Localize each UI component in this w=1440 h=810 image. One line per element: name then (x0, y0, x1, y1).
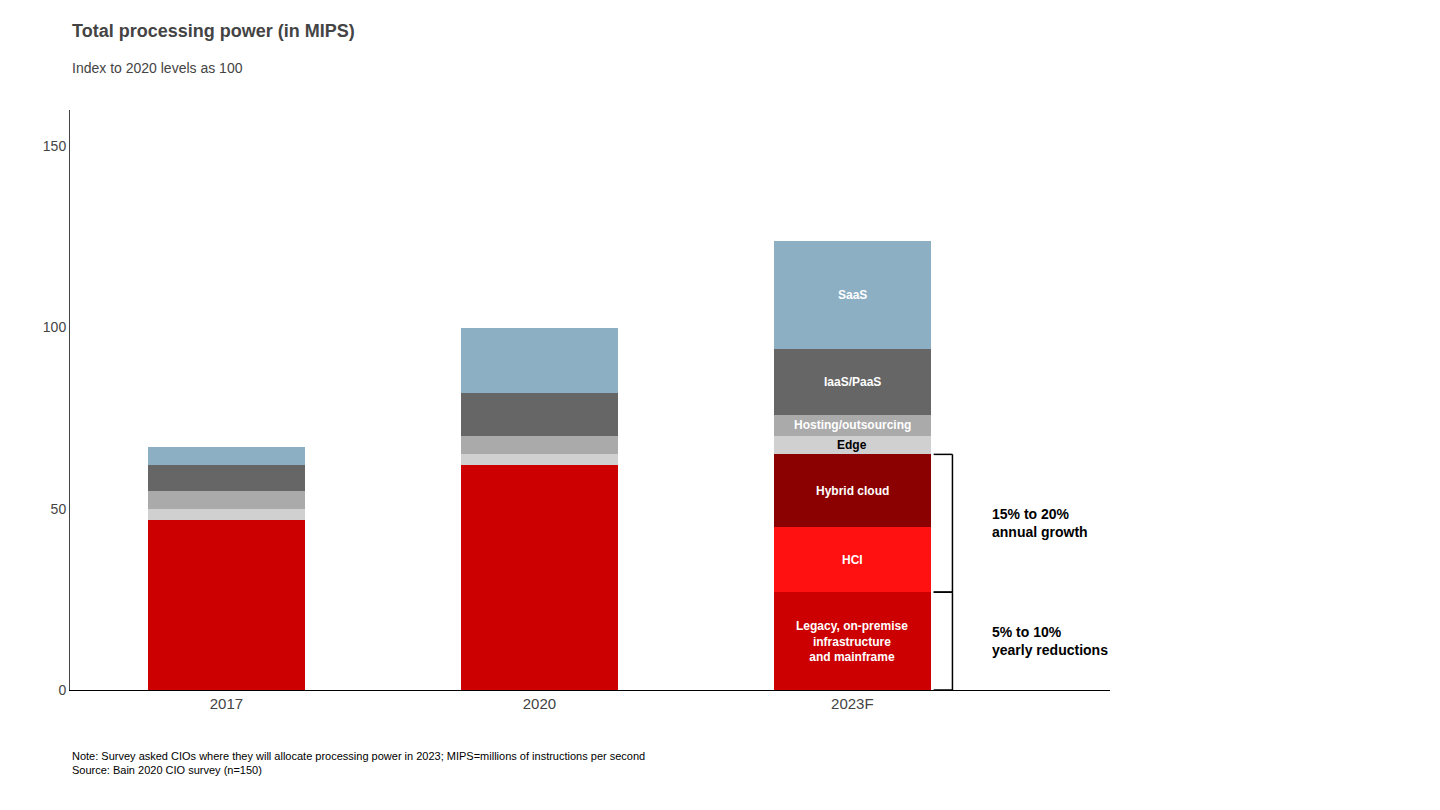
svg-text:Index to 2020 levels as 100: Index to 2020 levels as 100 (72, 60, 243, 76)
svg-text:IaaS/PaaS: IaaS/PaaS (824, 375, 881, 389)
svg-text:HCI: HCI (842, 553, 863, 567)
svg-text:Hybrid cloud: Hybrid cloud (816, 484, 889, 498)
svg-text:Legacy, on-premiseinfrastructu: Legacy, on-premiseinfrastructureand main… (796, 619, 908, 664)
svg-text:150: 150 (43, 138, 67, 154)
svg-text:Edge: Edge (837, 438, 867, 452)
svg-text:Note: Survey asked CIOs where: Note: Survey asked CIOs where they will … (72, 750, 645, 776)
svg-text:SaaS: SaaS (838, 288, 867, 302)
svg-text:2020: 2020 (523, 695, 556, 712)
svg-text:50: 50 (51, 501, 67, 517)
svg-text:5% to 10%yearly reductions: 5% to 10%yearly reductions (992, 624, 1108, 658)
svg-text:0: 0 (58, 682, 66, 698)
svg-text:2017: 2017 (210, 695, 243, 712)
svg-text:15% to 20%annual growth: 15% to 20%annual growth (992, 506, 1088, 540)
svg-text:Hosting/outsourcing: Hosting/outsourcing (794, 418, 911, 432)
svg-text:100: 100 (43, 319, 67, 335)
svg-text:Total processing power (in MIP: Total processing power (in MIPS) (72, 21, 355, 41)
svg-text:2023F: 2023F (831, 695, 874, 712)
